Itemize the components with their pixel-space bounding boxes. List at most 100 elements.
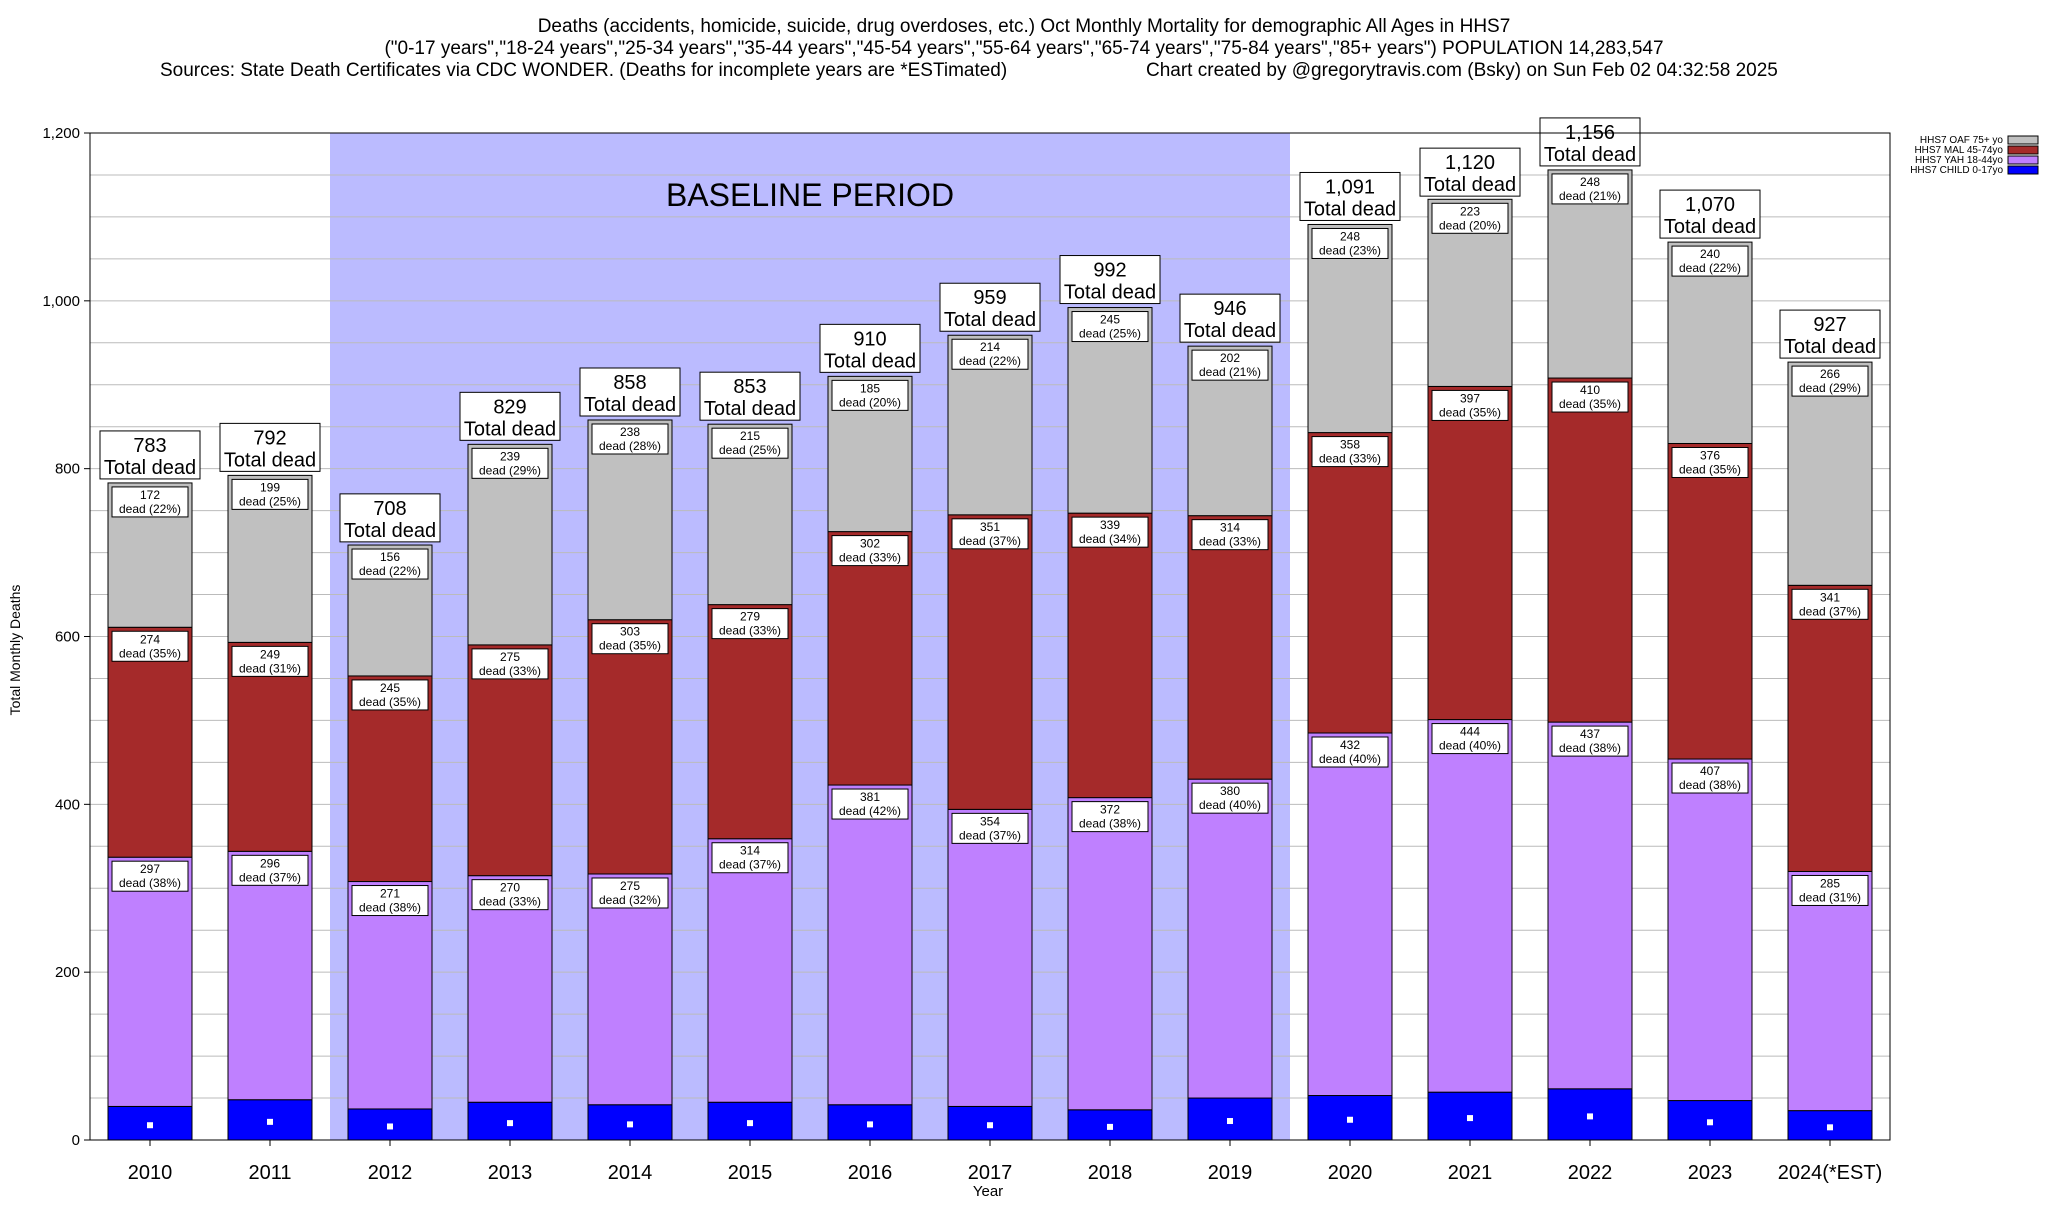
x-tick-label: 2016 bbox=[848, 1162, 893, 1184]
segment-value-label: 296 bbox=[260, 856, 280, 870]
segment-pct-label: dead (35%) bbox=[1439, 405, 1501, 419]
segment-pct-label: dead (35%) bbox=[599, 639, 661, 653]
segment-pct-label: dead (33%) bbox=[839, 551, 901, 565]
segment-pct-label: dead (25%) bbox=[719, 443, 781, 457]
total-label-box bbox=[1539, 117, 1641, 167]
segment-pct-label: dead (38%) bbox=[119, 876, 181, 890]
segment-label-box bbox=[831, 788, 909, 820]
segment-value-label: 285 bbox=[1820, 876, 1840, 890]
total-suffix-label: Total dead bbox=[104, 457, 196, 479]
segment-value-label: 410 bbox=[1580, 383, 1600, 397]
segment-value-label: 185 bbox=[860, 381, 880, 395]
total-value-label: 792 bbox=[253, 427, 286, 449]
plot-area: BASELINE PERIOD 0 200 400 600 800 1,000 1,200 29… bbox=[42, 117, 1891, 1184]
segment-label-box bbox=[591, 877, 669, 909]
child-marker bbox=[147, 1122, 153, 1129]
segment-label-box bbox=[951, 812, 1029, 844]
y-tick-label: 600 bbox=[55, 629, 80, 646]
y-tick-label: 200 bbox=[55, 964, 80, 981]
total-suffix-label: Total dead bbox=[584, 394, 676, 416]
segment-label-box bbox=[1191, 519, 1269, 551]
segment-value-label: 351 bbox=[980, 520, 1000, 534]
bar-segment bbox=[1067, 512, 1153, 799]
x-tick-label: 2013 bbox=[488, 1162, 533, 1184]
bar-segment bbox=[107, 856, 193, 1107]
segment-label-box bbox=[111, 486, 189, 518]
x-tick-label: 2020 bbox=[1328, 1162, 1373, 1184]
segment-value-label: 245 bbox=[380, 681, 400, 695]
total-suffix-label: Total dead bbox=[944, 309, 1036, 331]
total-label-box bbox=[99, 430, 201, 480]
y-tick-label: 1,000 bbox=[42, 293, 80, 310]
segment-pct-label: dead (25%) bbox=[239, 494, 301, 508]
bar-segment bbox=[1787, 870, 1873, 1112]
bar-segment bbox=[1307, 223, 1393, 434]
segment-value-label: 432 bbox=[1340, 738, 1360, 752]
child-marker bbox=[1347, 1116, 1353, 1123]
x-tick-label: 2022 bbox=[1568, 1162, 1613, 1184]
total-suffix-label: Total dead bbox=[824, 350, 916, 372]
baseline-label: BASELINE PERIOD bbox=[666, 177, 954, 213]
segment-label-box bbox=[591, 623, 669, 655]
bar-segment bbox=[1307, 732, 1393, 1097]
total-suffix-label: Total dead bbox=[344, 520, 436, 542]
segment-value-label: 279 bbox=[740, 610, 760, 624]
segment-value-label: 215 bbox=[740, 429, 760, 443]
segment-pct-label: dead (40%) bbox=[1319, 752, 1381, 766]
total-suffix-label: Total dead bbox=[704, 398, 796, 420]
child-marker bbox=[1587, 1113, 1593, 1120]
bar-segment bbox=[1787, 361, 1873, 586]
child-marker bbox=[747, 1120, 753, 1127]
segment-value-label: 437 bbox=[1580, 727, 1600, 741]
segment-pct-label: dead (20%) bbox=[1439, 218, 1501, 232]
segment-pct-label: dead (22%) bbox=[959, 354, 1021, 368]
segment-pct-label: dead (37%) bbox=[719, 858, 781, 872]
bar-segment bbox=[707, 604, 793, 840]
segment-label-box bbox=[351, 679, 429, 711]
segment-pct-label: dead (34%) bbox=[1079, 532, 1141, 546]
x-tick-label: 2010 bbox=[128, 1162, 173, 1184]
bar-segment bbox=[947, 514, 1033, 810]
segment-label-box bbox=[351, 885, 429, 917]
segment-label-box bbox=[1551, 381, 1629, 413]
segment-value-label: 302 bbox=[860, 537, 880, 551]
segment-pct-label: dead (25%) bbox=[1079, 327, 1141, 341]
total-suffix-label: Total dead bbox=[1784, 336, 1876, 358]
segment-label-box bbox=[1671, 245, 1749, 277]
y-axis-label: Total Monthly Deaths bbox=[7, 585, 23, 716]
plot-frame bbox=[89, 132, 1891, 1141]
segment-label-box bbox=[951, 518, 1029, 550]
total-suffix-label: Total dead bbox=[1424, 174, 1516, 196]
segment-value-label: 314 bbox=[1220, 521, 1240, 535]
total-value-label: 708 bbox=[373, 498, 406, 520]
bar-segment bbox=[1667, 758, 1753, 1102]
segment-value-label: 397 bbox=[1460, 391, 1480, 405]
bar-segment bbox=[227, 850, 313, 1101]
bar-segment bbox=[827, 531, 913, 786]
x-tick-label: 2018 bbox=[1088, 1162, 1133, 1184]
child-marker bbox=[1107, 1123, 1113, 1130]
total-value-label: 858 bbox=[613, 372, 646, 394]
bar-segment bbox=[1547, 169, 1633, 379]
x-axis-label: Year bbox=[973, 1183, 1003, 1200]
segment-label-box bbox=[711, 427, 789, 459]
bar-segment bbox=[587, 873, 673, 1106]
chart-sources: Sources: State Death Certificates via CD… bbox=[160, 60, 1007, 81]
legend-label: HHS7 OAF 75+ yo bbox=[1920, 135, 2004, 146]
y-tick-label: 400 bbox=[55, 796, 80, 813]
segment-label-box bbox=[1791, 365, 1869, 397]
legend-label: HHS7 MAL 45-74yo bbox=[1914, 145, 2003, 156]
segment-pct-label: dead (29%) bbox=[479, 463, 541, 477]
segment-value-label: 249 bbox=[260, 647, 280, 661]
segment-label-box bbox=[471, 447, 549, 479]
bar-segment bbox=[1547, 721, 1633, 1090]
segment-value-label: 156 bbox=[380, 550, 400, 564]
segment-pct-label: dead (22%) bbox=[1679, 261, 1741, 275]
segment-value-label: 354 bbox=[980, 814, 1000, 828]
total-value-label: 946 bbox=[1213, 298, 1246, 320]
y-tick-label: 0 bbox=[72, 1132, 80, 1149]
child-marker bbox=[1707, 1119, 1713, 1126]
segment-value-label: 271 bbox=[380, 887, 400, 901]
segment-value-label: 444 bbox=[1460, 725, 1480, 739]
